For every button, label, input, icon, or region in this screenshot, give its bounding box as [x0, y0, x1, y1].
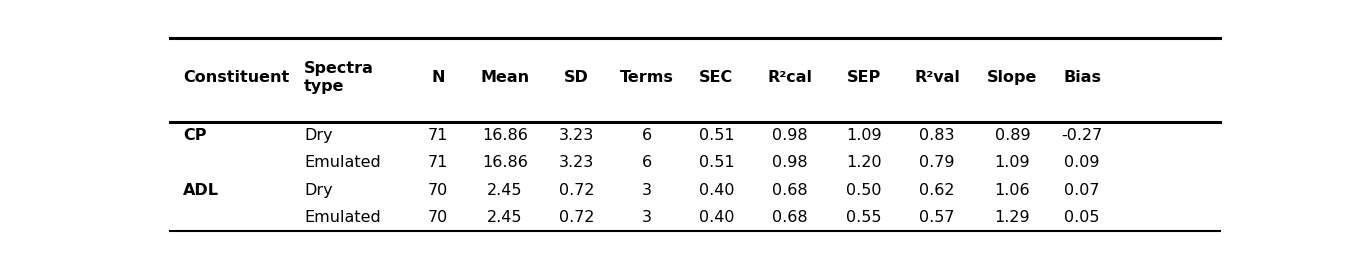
Text: Emulated: Emulated [304, 155, 381, 171]
Text: 0.51: 0.51 [698, 155, 735, 171]
Text: 0.50: 0.50 [846, 183, 881, 198]
Text: 2.45: 2.45 [487, 183, 522, 198]
Text: 3: 3 [641, 183, 652, 198]
Text: 1.06: 1.06 [994, 183, 1031, 198]
Text: 0.72: 0.72 [559, 183, 594, 198]
Text: 0.09: 0.09 [1064, 155, 1100, 171]
Text: 16.86: 16.86 [481, 155, 527, 171]
Text: 6: 6 [641, 155, 652, 171]
Text: R²val: R²val [914, 70, 960, 85]
Text: Spectra
type: Spectra type [304, 61, 374, 94]
Text: 16.86: 16.86 [481, 128, 527, 143]
Text: 0.89: 0.89 [994, 128, 1031, 143]
Text: Dry: Dry [304, 128, 332, 143]
Text: Terms: Terms [620, 70, 674, 85]
Text: N: N [431, 70, 445, 85]
Text: 0.57: 0.57 [919, 210, 955, 225]
Text: 0.51: 0.51 [698, 128, 735, 143]
Text: 71: 71 [427, 128, 449, 143]
Text: 70: 70 [428, 183, 447, 198]
Text: SEC: SEC [700, 70, 734, 85]
Text: ADL: ADL [183, 183, 220, 198]
Text: Emulated: Emulated [304, 210, 381, 225]
Text: 0.40: 0.40 [698, 210, 734, 225]
Text: 3.23: 3.23 [559, 128, 594, 143]
Text: 71: 71 [427, 155, 449, 171]
Text: Bias: Bias [1063, 70, 1101, 85]
Text: 3.23: 3.23 [559, 155, 594, 171]
Text: 6: 6 [641, 128, 652, 143]
Text: R²cal: R²cal [767, 70, 812, 85]
Text: 0.98: 0.98 [773, 155, 808, 171]
Text: 1.20: 1.20 [846, 155, 881, 171]
Text: 0.68: 0.68 [773, 210, 808, 225]
Text: 0.68: 0.68 [773, 183, 808, 198]
Text: 1.09: 1.09 [994, 155, 1031, 171]
Text: 0.79: 0.79 [919, 155, 955, 171]
Text: 0.07: 0.07 [1064, 183, 1100, 198]
Text: 0.98: 0.98 [773, 128, 808, 143]
Text: 0.72: 0.72 [559, 210, 594, 225]
Text: 0.05: 0.05 [1064, 210, 1100, 225]
Text: -0.27: -0.27 [1062, 128, 1102, 143]
Text: 0.55: 0.55 [846, 210, 881, 225]
Text: 1.09: 1.09 [846, 128, 881, 143]
Text: 0.62: 0.62 [919, 183, 955, 198]
Text: CP: CP [183, 128, 206, 143]
Text: Constituent: Constituent [183, 70, 289, 85]
Text: Mean: Mean [480, 70, 529, 85]
Text: 70: 70 [428, 210, 447, 225]
Text: 1.29: 1.29 [994, 210, 1031, 225]
Text: 0.40: 0.40 [698, 183, 734, 198]
Text: 2.45: 2.45 [487, 210, 522, 225]
Text: Dry: Dry [304, 183, 332, 198]
Text: SEP: SEP [846, 70, 881, 85]
Text: 3: 3 [641, 210, 652, 225]
Text: SD: SD [564, 70, 589, 85]
Text: Slope: Slope [987, 70, 1037, 85]
Text: 0.83: 0.83 [919, 128, 955, 143]
